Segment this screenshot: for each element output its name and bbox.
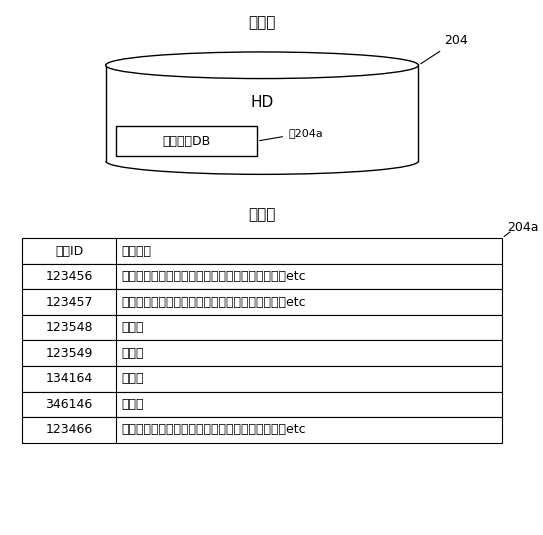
Bar <box>22 315 502 340</box>
Bar <box>22 366 502 392</box>
Text: 123457: 123457 <box>46 296 93 309</box>
Text: ・・・: ・・・ <box>121 398 144 411</box>
Bar <box>22 238 502 264</box>
Text: 123549: 123549 <box>46 347 93 360</box>
Text: 名前、所属部署、スケジュール、役職、顔写真、etc: 名前、所属部署、スケジュール、役職、顔写真、etc <box>121 270 306 283</box>
Text: 123456: 123456 <box>46 270 93 283</box>
Text: （ａ）: （ａ） <box>248 15 276 30</box>
Text: ・・・: ・・・ <box>121 372 144 385</box>
Text: 123548: 123548 <box>46 321 93 334</box>
Text: ～204a: ～204a <box>260 128 323 141</box>
Text: ・・・: ・・・ <box>121 347 144 360</box>
Text: 社員ID: 社員ID <box>55 244 83 257</box>
FancyBboxPatch shape <box>116 126 257 156</box>
Text: 204: 204 <box>421 34 468 64</box>
Text: 346146: 346146 <box>46 398 93 411</box>
Bar <box>22 340 502 366</box>
Text: HD: HD <box>250 95 274 110</box>
Text: 134164: 134164 <box>46 372 93 385</box>
Bar <box>22 264 502 289</box>
Bar <box>22 289 502 315</box>
Text: （ｂ）: （ｂ） <box>248 207 276 222</box>
Bar <box>22 417 502 442</box>
Text: 204a: 204a <box>507 221 539 234</box>
Text: 社員情報DB: 社員情報DB <box>162 135 211 148</box>
Bar <box>22 392 502 417</box>
Text: ・・・: ・・・ <box>121 321 144 334</box>
Text: 名前、所属部署、スケジュール、役職、顔写真、etc: 名前、所属部署、スケジュール、役職、顔写真、etc <box>121 296 306 309</box>
Text: 名前、所属部署、スケジュール、役職、顔写真、etc: 名前、所属部署、スケジュール、役職、顔写真、etc <box>121 423 306 437</box>
Ellipse shape <box>106 52 419 79</box>
Text: 123466: 123466 <box>46 423 93 437</box>
Text: 社員情報: 社員情報 <box>121 244 151 257</box>
